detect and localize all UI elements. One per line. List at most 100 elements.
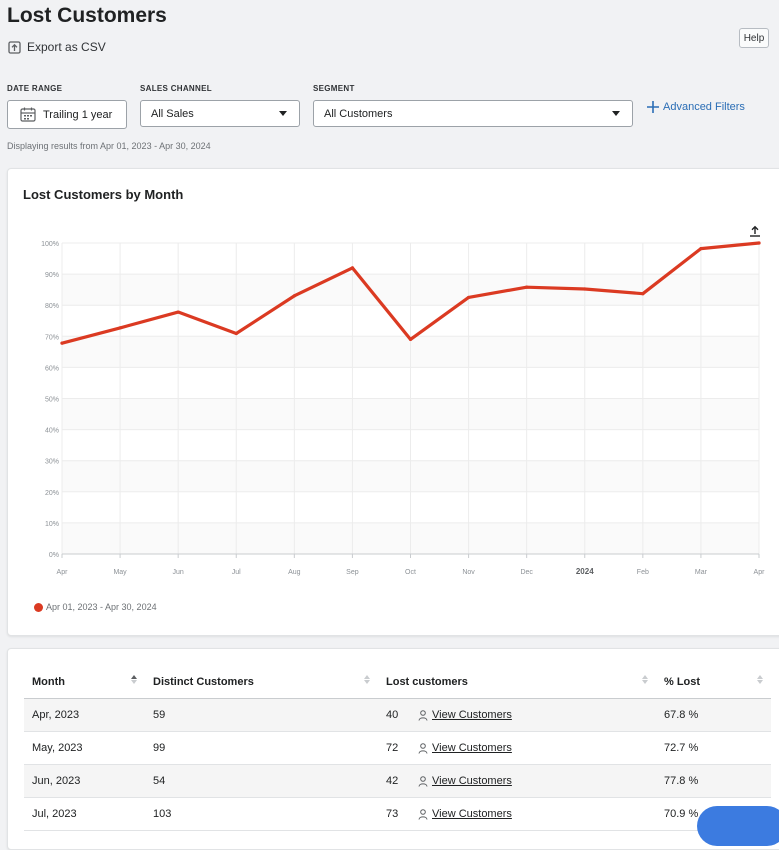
cell-distinct: 59 — [145, 698, 378, 732]
table-row: May, 2023 99 72 View Customers 72.7 % — [24, 731, 771, 765]
y-tick-label: 60% — [45, 365, 59, 372]
sort-icon[interactable] — [364, 675, 370, 684]
cell-distinct: 54 — [145, 764, 378, 798]
cell-month: Jun, 2023 — [24, 764, 145, 798]
x-tick-label: Apr — [754, 569, 766, 576]
data-point — [641, 292, 645, 296]
data-point — [292, 294, 296, 298]
x-tick-label: Mar — [695, 569, 708, 576]
view-customers-link[interactable]: View Customers — [418, 709, 512, 721]
view-customers-link[interactable]: View Customers — [418, 775, 512, 787]
data-point — [350, 266, 355, 270]
view-customers-label: View Customers — [432, 808, 512, 820]
x-tick-label: Feb — [637, 569, 649, 576]
column-header-distinct[interactable]: Distinct Customers — [145, 665, 378, 699]
x-tick-label: May — [113, 569, 127, 576]
caret-down-icon — [612, 111, 620, 116]
cell-month: Apr, 2023 — [24, 698, 145, 732]
view-customers-label: View Customers — [432, 742, 512, 754]
cell-month: May, 2023 — [24, 731, 145, 765]
data-point — [408, 337, 413, 342]
y-tick-label: 50% — [45, 397, 59, 404]
lost-customers-line-chart: 0% 10% 20% 30% 40% 50% 60% 70% 80% 90% 100% Apr May J… — [41, 241, 766, 576]
date-range-label: DATE RANGE — [7, 84, 63, 93]
column-header-lost[interactable]: Lost customers — [378, 665, 656, 699]
x-tick-label: Apr — [57, 569, 69, 576]
data-point — [699, 246, 703, 251]
cell-lost: 40 View Customers — [378, 698, 656, 732]
lost-count: 72 — [386, 742, 399, 754]
sales-channel-select[interactable]: All Sales — [140, 100, 300, 127]
data-point — [466, 295, 471, 300]
cell-pct: 77.8 % — [656, 764, 771, 798]
lost-count: 42 — [386, 775, 399, 787]
view-customers-link[interactable]: View Customers — [418, 808, 512, 820]
x-tick-label: 2024 — [576, 567, 594, 576]
table-row: Jul, 2023 103 73 View Customers 70.9 % — [24, 797, 771, 831]
person-icon — [418, 709, 428, 721]
lost-count: 73 — [386, 808, 399, 820]
chart-legend: Apr 01, 2023 - Apr 30, 2024 — [34, 602, 157, 612]
cell-lost: 72 View Customers — [378, 731, 656, 765]
calendar-icon — [20, 107, 36, 122]
export-icon — [8, 40, 21, 54]
x-tick-label: Dec — [520, 569, 533, 576]
sales-channel-label: SALES CHANNEL — [140, 84, 212, 93]
y-tick-label: 40% — [45, 428, 59, 435]
person-icon — [418, 775, 428, 787]
chart-card: Lost Customers by Month 0% 10% 20% 30% 40% 50… — [7, 168, 779, 636]
advanced-filters-link[interactable]: Advanced Filters — [646, 100, 745, 114]
help-button[interactable]: Help — [739, 28, 769, 48]
segment-value: All Customers — [324, 107, 393, 120]
cell-pct: 67.8 % — [656, 698, 771, 732]
export-csv-button[interactable]: Export as CSV — [8, 40, 106, 54]
table-row: Apr, 2023 59 40 View Customers 67.8 % — [24, 698, 771, 732]
sales-channel-value: All Sales — [151, 107, 194, 120]
column-header-label: Lost customers — [386, 675, 468, 688]
x-tick-label: Jun — [173, 569, 184, 576]
export-chart-icon[interactable] — [749, 225, 761, 237]
y-tick-label: 30% — [45, 459, 59, 466]
y-tick-label: 100% — [41, 241, 59, 248]
segment-select[interactable]: All Customers — [313, 100, 633, 127]
y-tick-label: 90% — [45, 272, 59, 279]
y-tick-label: 10% — [45, 521, 59, 528]
legend-swatch — [34, 602, 43, 612]
chart-title: Lost Customers by Month — [23, 187, 184, 202]
cell-distinct: 99 — [145, 731, 378, 765]
data-point — [583, 287, 587, 291]
plus-icon — [647, 101, 659, 113]
cell-pct: 72.7 % — [656, 731, 771, 765]
lost-customers-table: Month Distinct Customers Lost customers … — [24, 665, 771, 831]
table-header-row: Month Distinct Customers Lost customers … — [24, 665, 771, 699]
sort-icon[interactable] — [131, 675, 137, 684]
view-customers-label: View Customers — [432, 709, 512, 721]
column-header-label: % Lost — [664, 675, 701, 688]
data-point — [234, 331, 238, 336]
view-customers-link[interactable]: View Customers — [418, 742, 512, 754]
lost-count: 40 — [386, 709, 399, 721]
column-header-pct[interactable]: % Lost — [656, 665, 771, 699]
x-tick-label: Sep — [346, 569, 359, 576]
cell-month: Jul, 2023 — [24, 797, 145, 831]
chat-widget-button[interactable] — [697, 806, 779, 846]
date-range-value: Trailing 1 year — [43, 108, 113, 121]
y-tick-label: 0% — [49, 552, 59, 559]
y-tick-label: 80% — [45, 303, 59, 310]
x-tick-label: Oct — [405, 569, 416, 576]
page-title: Lost Customers — [7, 4, 167, 27]
legend-label: Apr 01, 2023 - Apr 30, 2024 — [46, 602, 157, 612]
cell-lost: 73 View Customers — [378, 797, 656, 831]
table-row: Jun, 2023 54 42 View Customers 77.8 % — [24, 764, 771, 798]
x-tick-label: Jul — [232, 569, 241, 576]
table-card: Month Distinct Customers Lost customers … — [7, 648, 779, 850]
column-header-month[interactable]: Month — [24, 665, 145, 699]
date-range-button[interactable]: Trailing 1 year — [7, 100, 127, 129]
y-tick-label: 20% — [45, 490, 59, 497]
sort-icon[interactable] — [642, 675, 648, 684]
sort-icon[interactable] — [757, 675, 763, 684]
column-header-label: Month — [32, 675, 65, 688]
data-point — [118, 326, 122, 330]
date-range-note: Displaying results from Apr 01, 2023 - A… — [7, 141, 211, 151]
export-csv-label: Export as CSV — [27, 40, 106, 54]
